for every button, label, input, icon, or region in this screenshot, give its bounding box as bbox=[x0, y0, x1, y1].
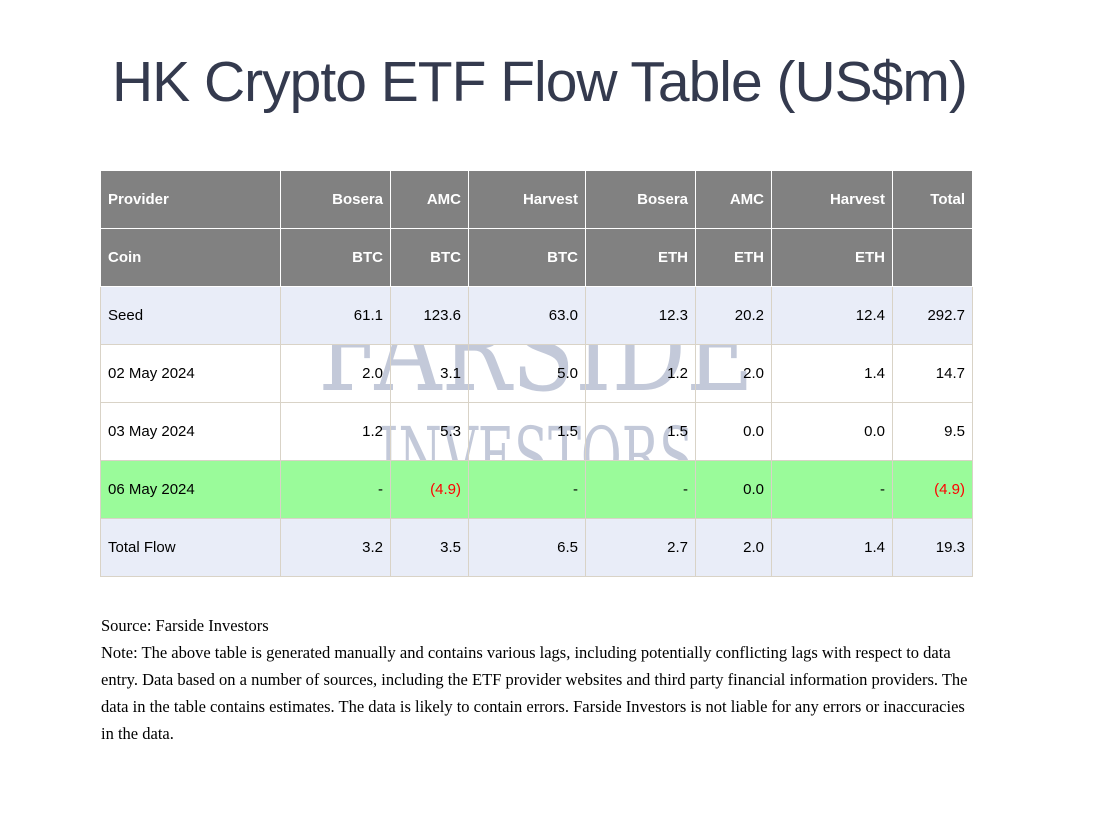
footer-source: Source: Farside Investors bbox=[101, 616, 269, 635]
value-cell: 6.5 bbox=[468, 518, 586, 577]
header-cell-total: Total bbox=[892, 170, 973, 229]
footer-note: Note: The above table is generated manua… bbox=[101, 643, 968, 743]
value-cell: 61.1 bbox=[280, 286, 391, 345]
row-label: 06 May 2024 bbox=[100, 460, 281, 519]
value-cell: - bbox=[280, 460, 391, 519]
value-cell: 123.6 bbox=[390, 286, 469, 345]
header-cell: ETH bbox=[585, 228, 696, 287]
table-row-total-flow: Total Flow 3.2 3.5 6.5 2.7 2.0 1.4 19.3 bbox=[100, 518, 973, 577]
value-cell-total: (4.9) bbox=[892, 460, 973, 519]
header-row-provider: Provider Bosera AMC Harvest Bosera AMC H… bbox=[100, 170, 973, 229]
value-cell: 20.2 bbox=[695, 286, 772, 345]
header-cell: Harvest bbox=[771, 170, 893, 229]
value-cell: - bbox=[585, 460, 696, 519]
header-cell: Bosera bbox=[585, 170, 696, 229]
value-cell: 63.0 bbox=[468, 286, 586, 345]
value-cell: 1.4 bbox=[771, 518, 893, 577]
value-cell: - bbox=[468, 460, 586, 519]
flow-table: Provider Bosera AMC Harvest Bosera AMC H… bbox=[100, 170, 973, 577]
table-row-02-may: 02 May 2024 2.0 3.1 5.0 1.2 2.0 1.4 14.7 bbox=[100, 344, 973, 403]
value-cell: 0.0 bbox=[695, 402, 772, 461]
table-row-06-may-highlighted: 06 May 2024 - (4.9) - - 0.0 - (4.9) bbox=[100, 460, 973, 519]
header-cell: AMC bbox=[390, 170, 469, 229]
header-cell: BTC bbox=[468, 228, 586, 287]
value-cell-total: 9.5 bbox=[892, 402, 973, 461]
row-label: Seed bbox=[100, 286, 281, 345]
row-label: Total Flow bbox=[100, 518, 281, 577]
value-cell-total: 14.7 bbox=[892, 344, 973, 403]
row-label: 02 May 2024 bbox=[100, 344, 281, 403]
value-cell: 1.4 bbox=[771, 344, 893, 403]
row-label: 03 May 2024 bbox=[100, 402, 281, 461]
value-cell: 0.0 bbox=[771, 402, 893, 461]
value-cell: 3.5 bbox=[390, 518, 469, 577]
header-cell: BTC bbox=[390, 228, 469, 287]
value-cell: 1.2 bbox=[585, 344, 696, 403]
value-cell-total: 292.7 bbox=[892, 286, 973, 345]
value-cell: 2.7 bbox=[585, 518, 696, 577]
footer-notes: Source: Farside Investors Note: The abov… bbox=[101, 612, 973, 747]
value-cell: 5.0 bbox=[468, 344, 586, 403]
page-title: HK Crypto ETF Flow Table (US$m) bbox=[112, 50, 968, 114]
value-cell: (4.9) bbox=[390, 460, 469, 519]
value-cell: 12.3 bbox=[585, 286, 696, 345]
value-cell: 12.4 bbox=[771, 286, 893, 345]
header-cell-provider: Provider bbox=[100, 170, 281, 229]
value-cell: 2.0 bbox=[280, 344, 391, 403]
value-cell: 1.2 bbox=[280, 402, 391, 461]
header-cell: ETH bbox=[771, 228, 893, 287]
header-cell: AMC bbox=[695, 170, 772, 229]
value-cell: 0.0 bbox=[695, 460, 772, 519]
table-row-03-may: 03 May 2024 1.2 5.3 1.5 1.5 0.0 0.0 9.5 bbox=[100, 402, 973, 461]
value-cell-total: 19.3 bbox=[892, 518, 973, 577]
value-cell: 1.5 bbox=[468, 402, 586, 461]
value-cell: - bbox=[771, 460, 893, 519]
header-cell: Bosera bbox=[280, 170, 391, 229]
value-cell: 5.3 bbox=[390, 402, 469, 461]
value-cell: 2.0 bbox=[695, 344, 772, 403]
value-cell: 3.2 bbox=[280, 518, 391, 577]
value-cell: 2.0 bbox=[695, 518, 772, 577]
header-cell: Harvest bbox=[468, 170, 586, 229]
header-cell: ETH bbox=[695, 228, 772, 287]
flow-table-container: Provider Bosera AMC Harvest Bosera AMC H… bbox=[100, 170, 973, 577]
value-cell: 1.5 bbox=[585, 402, 696, 461]
header-cell-empty bbox=[892, 228, 973, 287]
header-row-coin: Coin BTC BTC BTC ETH ETH ETH bbox=[100, 228, 973, 287]
header-cell: BTC bbox=[280, 228, 391, 287]
header-cell-coin: Coin bbox=[100, 228, 281, 287]
value-cell: 3.1 bbox=[390, 344, 469, 403]
table-row-seed: Seed 61.1 123.6 63.0 12.3 20.2 12.4 292.… bbox=[100, 286, 973, 345]
